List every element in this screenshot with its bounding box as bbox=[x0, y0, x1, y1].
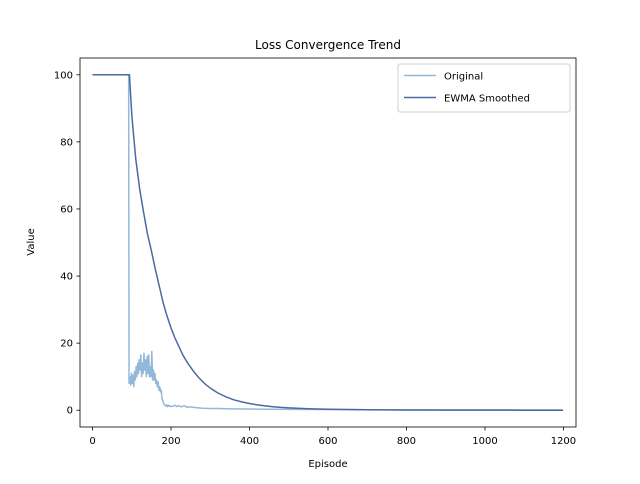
legend-label-original: Original bbox=[444, 72, 483, 83]
x-axis-label: Episode bbox=[308, 459, 347, 470]
x-tick-label: 200 bbox=[161, 436, 180, 447]
chart-title: Loss Convergence Trend bbox=[255, 38, 401, 52]
x-tick-label: 0 bbox=[89, 436, 95, 447]
legend-box bbox=[397, 63, 571, 113]
legend: Original EWMA Smoothed bbox=[397, 63, 571, 113]
x-axis: 0 200 400 600 800 1000 1200 bbox=[89, 427, 576, 447]
y-tick-label: 100 bbox=[54, 70, 73, 81]
x-tick-label: 1200 bbox=[551, 436, 576, 447]
y-tick-label: 80 bbox=[60, 137, 73, 148]
y-tick-label: 40 bbox=[60, 272, 73, 283]
legend-label-ewma: EWMA Smoothed bbox=[444, 94, 530, 105]
y-axis-label: Value bbox=[26, 228, 37, 255]
y-tick-label: 60 bbox=[60, 204, 73, 215]
y-tick-label: 0 bbox=[67, 406, 73, 417]
y-tick-label: 20 bbox=[60, 339, 73, 350]
series-line-ewma-smoothed bbox=[92, 74, 564, 411]
series-layer bbox=[92, 74, 564, 411]
x-tick-label: 600 bbox=[318, 436, 337, 447]
x-tick-label: 800 bbox=[397, 436, 416, 447]
series-line-original bbox=[92, 74, 564, 411]
y-axis: 0 20 40 60 80 100 bbox=[54, 70, 80, 417]
x-tick-label: 400 bbox=[240, 436, 259, 447]
x-tick-label: 1000 bbox=[472, 436, 497, 447]
